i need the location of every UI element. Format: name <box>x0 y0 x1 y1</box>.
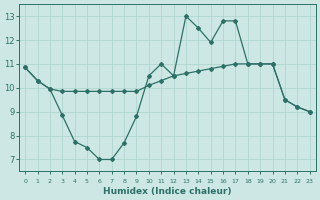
X-axis label: Humidex (Indice chaleur): Humidex (Indice chaleur) <box>103 187 232 196</box>
